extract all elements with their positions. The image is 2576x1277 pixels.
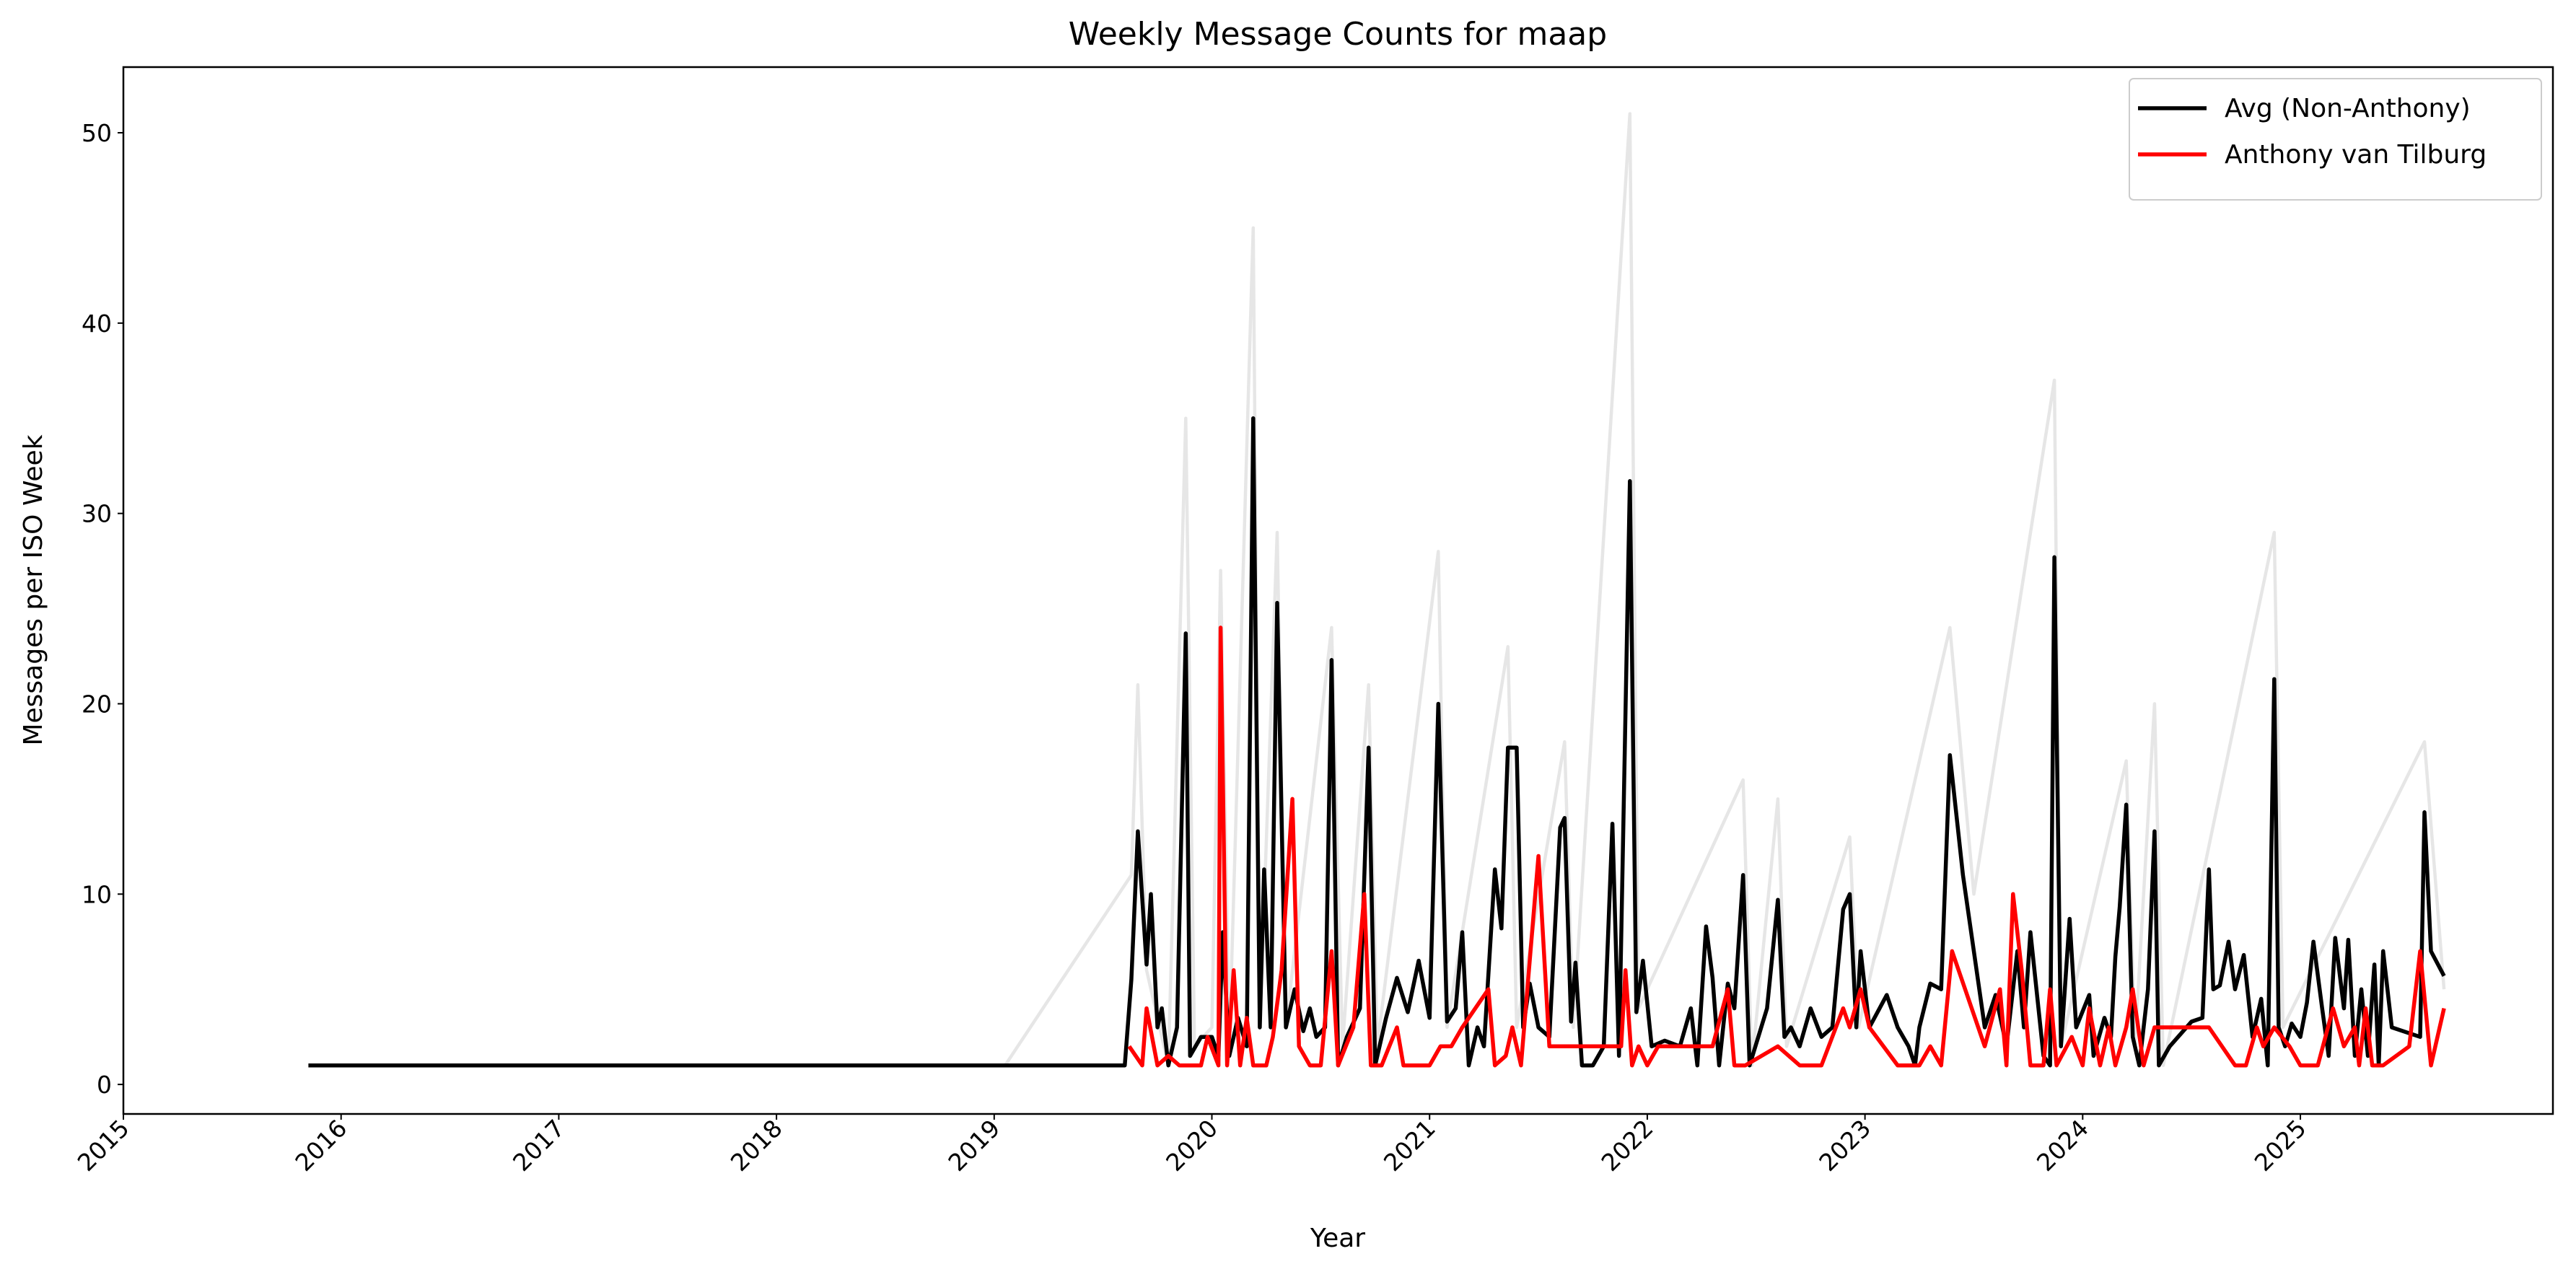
x-tick-label: 2015	[72, 1114, 135, 1177]
y-tick-label: 50	[82, 119, 112, 147]
plot-area	[308, 112, 2446, 1068]
y-axis-label: Messages per ISO Week	[19, 434, 48, 745]
series-line	[308, 416, 2446, 1068]
x-tick-label: 2020	[1160, 1114, 1223, 1177]
x-tick-label: 2024	[2031, 1114, 2094, 1177]
axes-frame	[122, 66, 2554, 1115]
legend: Avg (Non-Anthony) Anthony van Tilburg	[2129, 78, 2542, 201]
y-tick-label: 40	[82, 310, 112, 338]
y-tick-label: 30	[82, 500, 112, 528]
x-tick-label: 2017	[507, 1114, 570, 1177]
y-tick-label: 20	[82, 690, 112, 718]
chart-title: Weekly Message Counts for maap	[1069, 16, 1607, 53]
series-line	[1127, 626, 2446, 1068]
legend-label: Anthony van Tilburg	[2225, 140, 2487, 170]
legend-label: Avg (Non-Anthony)	[2225, 94, 2471, 123]
x-axis-label: Year	[1310, 1224, 1365, 1253]
x-tick-label: 2021	[1378, 1114, 1441, 1177]
legend-box	[2129, 78, 2542, 201]
y-tick-label: 10	[82, 880, 112, 908]
x-tick-label: 2022	[1596, 1114, 1659, 1177]
x-tick-label: 2023	[1813, 1114, 1876, 1177]
x-tick-label: 2018	[725, 1114, 788, 1177]
y-tick-label: 0	[97, 1071, 112, 1099]
x-tick-label: 2019	[943, 1114, 1006, 1177]
x-tick-label: 2016	[289, 1114, 352, 1177]
x-tick-label: 2025	[2249, 1114, 2312, 1177]
